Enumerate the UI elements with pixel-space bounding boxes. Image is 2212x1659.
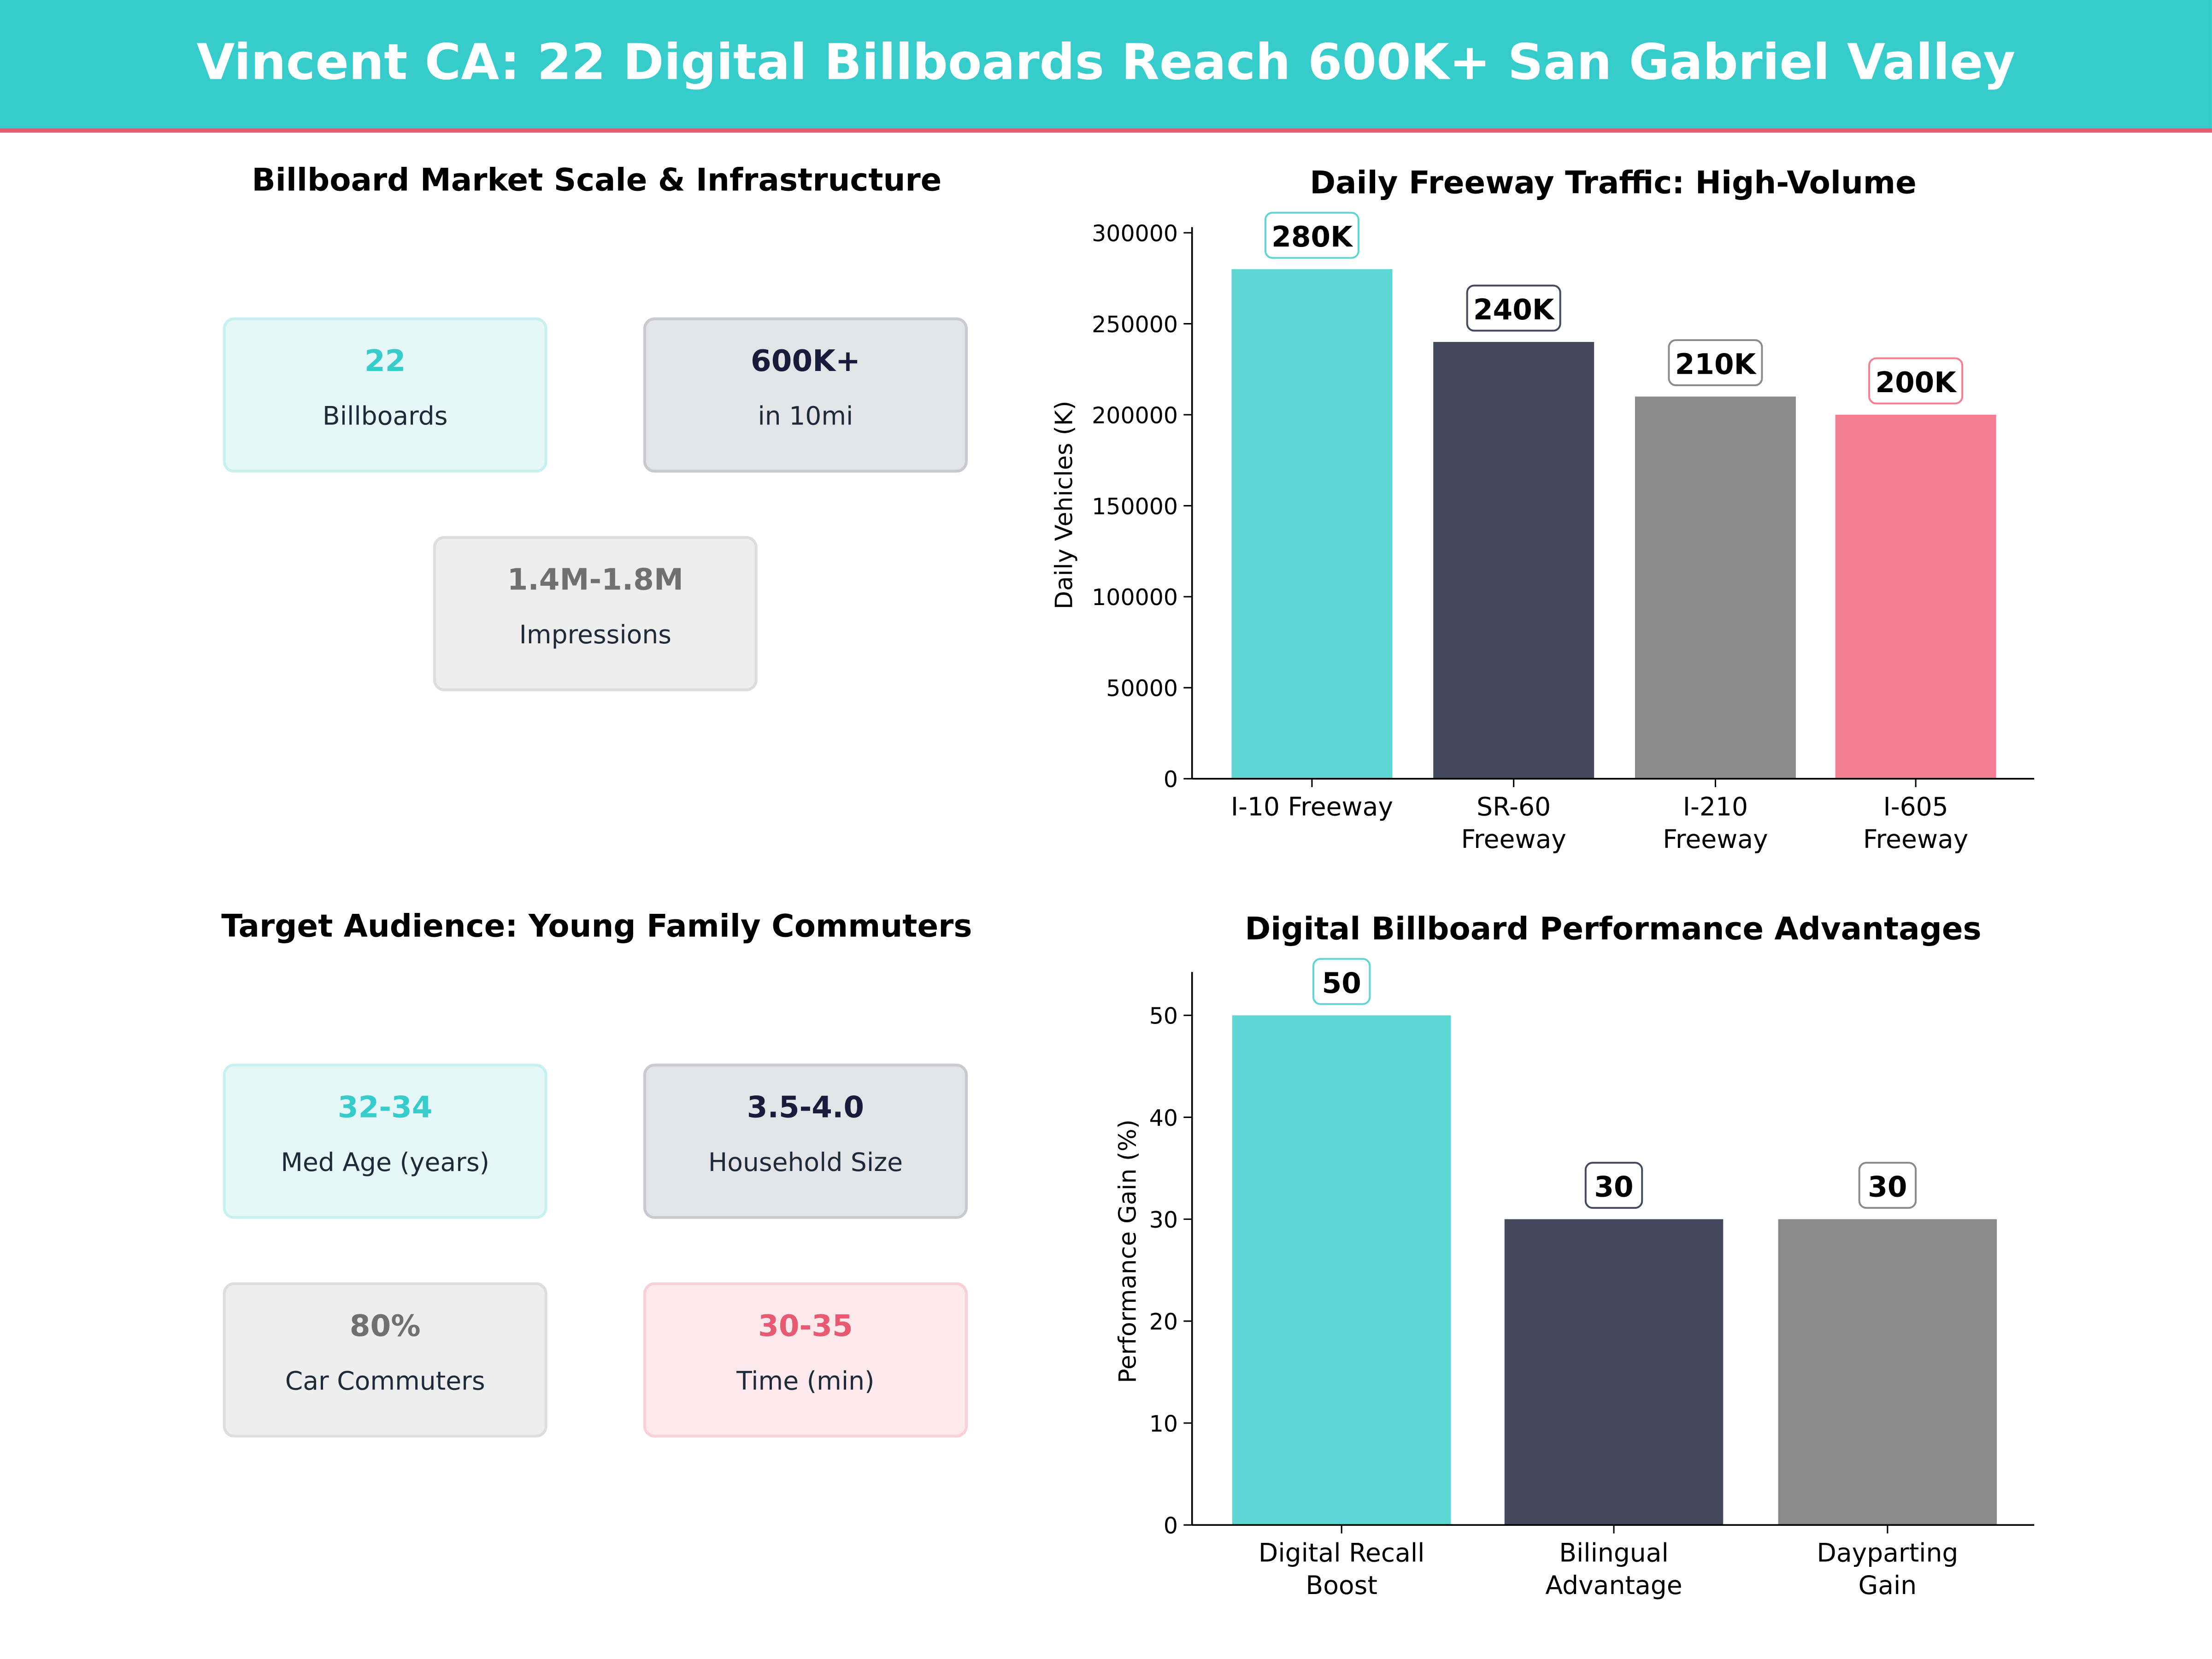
market-panel-title: Billboard Market Scale & Infrastructure xyxy=(252,164,942,199)
x-tick-label: I-605 xyxy=(1883,792,1948,821)
bar-i-210-freeway xyxy=(1635,396,1796,779)
data-label: 240K xyxy=(1473,294,1555,326)
data-label-box xyxy=(1668,339,1763,387)
data-label: 30 xyxy=(1868,1171,1907,1204)
data-label: 30 xyxy=(1594,1171,1633,1204)
y-tick-label: 20 xyxy=(1149,1309,1178,1335)
stat-value: 600K+ xyxy=(750,344,860,378)
stat-card-household: 3.5-4.0 Household Size xyxy=(643,1064,968,1219)
header-banner: Vincent CA: 22 Digital Billboards Reach … xyxy=(0,0,2212,133)
x-tick-label: Digital Recall xyxy=(1259,1538,1425,1568)
stat-label: Time (min) xyxy=(736,1367,875,1397)
stat-card-commute-time: 30-35 Time (min) xyxy=(643,1282,968,1438)
y-tick-label: 10 xyxy=(1149,1411,1178,1437)
stat-value: 32-34 xyxy=(337,1090,433,1124)
data-label-box xyxy=(1264,212,1359,259)
stat-value: 3.5-4.0 xyxy=(747,1090,865,1124)
stat-card-reach: 600K+ in 10mi xyxy=(643,317,968,473)
page-title: Vincent CA: 22 Digital Billboards Reach … xyxy=(196,35,2016,92)
data-label: 280K xyxy=(1271,221,1353,253)
data-label: 210K xyxy=(1675,348,1757,381)
y-tick-label: 250000 xyxy=(1092,312,1178,338)
data-label-box xyxy=(1312,958,1371,1005)
stat-label: Car Commuters xyxy=(285,1367,485,1397)
bar-i-605-freeway xyxy=(1835,414,1996,779)
x-tick-label: Dayparting xyxy=(1817,1538,1958,1568)
y-tick-label: 100000 xyxy=(1092,584,1178,611)
data-label-box xyxy=(1868,357,1964,405)
bar-i-10-freeway xyxy=(1231,269,1393,779)
y-tick-label: 30 xyxy=(1149,1207,1178,1233)
x-tick-label: I-10 Freeway xyxy=(1231,792,1393,821)
y-tick-label: 150000 xyxy=(1092,494,1178,520)
y-axis-label: Daily Vehicles (K) xyxy=(1051,401,1078,610)
stat-card-age: 32-34 Med Age (years) xyxy=(223,1064,547,1219)
bar-digital-recall-boost xyxy=(1232,1015,1451,1525)
y-axis-label: Performance Gain (%) xyxy=(1114,1119,1141,1383)
chart-title: Daily Freeway Traffic: High-Volume xyxy=(1310,164,1917,200)
x-tick-label: Freeway xyxy=(1663,824,1768,854)
stat-value: 80% xyxy=(349,1309,421,1343)
x-tick-label: Boost xyxy=(1306,1571,1377,1600)
y-tick-label: 0 xyxy=(1164,766,1178,793)
data-label-box xyxy=(1858,1162,1917,1209)
stat-label: Household Size xyxy=(708,1148,903,1178)
y-tick-label: 40 xyxy=(1149,1105,1178,1131)
x-tick-label: Advantage xyxy=(1545,1571,1682,1600)
stat-value: 22 xyxy=(364,344,406,378)
bar-sr-60-freeway xyxy=(1433,342,1594,779)
y-tick-label: 0 xyxy=(1164,1513,1178,1539)
bar-bilingual-advantage xyxy=(1504,1219,1724,1525)
y-tick-label: 300000 xyxy=(1092,220,1178,247)
stat-label: Impressions xyxy=(519,620,671,651)
y-tick-label: 200000 xyxy=(1092,402,1178,429)
x-tick-label: Gain xyxy=(1859,1571,1917,1600)
x-tick-label: I-210 xyxy=(1683,792,1748,821)
data-label-box xyxy=(1584,1162,1643,1209)
stat-label: Billboards xyxy=(322,402,448,432)
stat-label: Med Age (years) xyxy=(281,1148,490,1178)
x-tick-label: SR-60 xyxy=(1477,792,1551,821)
data-label-box xyxy=(1466,284,1561,332)
stat-card-commuters: 80% Car Commuters xyxy=(223,1282,547,1438)
y-tick-label: 50000 xyxy=(1106,676,1178,702)
stat-value: 30-35 xyxy=(758,1309,853,1343)
x-tick-label: Freeway xyxy=(1461,824,1566,854)
stat-card-impressions: 1.4M-1.8M Impressions xyxy=(433,536,758,691)
stat-card-billboards: 22 Billboards xyxy=(223,317,547,473)
data-label: 200K xyxy=(1875,366,1957,399)
audience-panel-title: Target Audience: Young Family Commuters xyxy=(221,910,972,946)
x-tick-label: Freeway xyxy=(1863,824,1968,854)
y-tick-label: 50 xyxy=(1149,1003,1178,1030)
data-label: 50 xyxy=(1322,967,1361,1000)
bar-dayparting-gain xyxy=(1778,1219,1997,1525)
stat-label: in 10mi xyxy=(758,402,853,432)
x-tick-label: Bilingual xyxy=(1559,1538,1669,1568)
chart-title: Digital Billboard Performance Advantages xyxy=(1245,911,1981,947)
stat-value: 1.4M-1.8M xyxy=(507,563,684,597)
